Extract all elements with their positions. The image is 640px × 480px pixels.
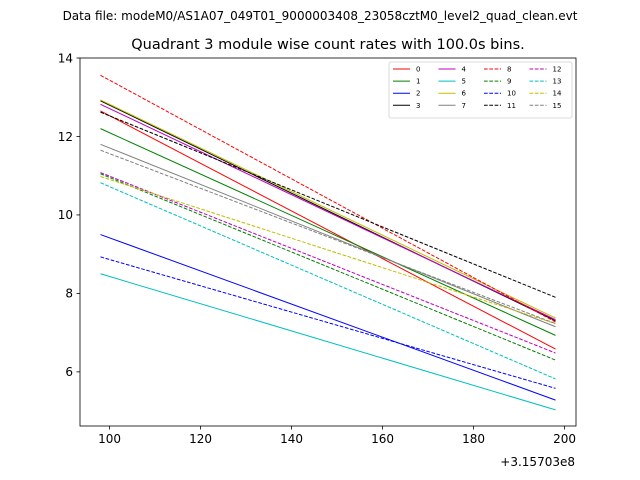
- legend-label-6: 6: [462, 90, 467, 98]
- y-tick-label: 14: [58, 51, 73, 65]
- y-tick-label: 12: [58, 130, 73, 144]
- legend-label-10: 10: [507, 90, 516, 98]
- x-tick-label: 160: [371, 432, 394, 446]
- series-line-5: [100, 273, 556, 411]
- x-tick-label: 200: [553, 432, 576, 446]
- series-line-0: [100, 110, 556, 350]
- series-layer: [100, 74, 556, 411]
- x-tick-label: 120: [189, 432, 212, 446]
- y-tick-label: 10: [58, 208, 73, 222]
- series-line-9: [100, 173, 556, 361]
- legend-label-7: 7: [462, 102, 466, 110]
- legend-label-3: 3: [416, 102, 420, 110]
- chart-title: Quadrant 3 module wise count rates with …: [131, 37, 525, 53]
- legend-label-13: 13: [553, 78, 562, 86]
- legend-label-8: 8: [507, 66, 511, 74]
- legend-label-0: 0: [416, 66, 420, 74]
- legend-label-12: 12: [553, 66, 562, 74]
- series-line-2: [100, 234, 556, 401]
- legend-label-14: 14: [553, 90, 562, 98]
- y-tick-label: 8: [65, 287, 73, 301]
- series-line-7: [100, 143, 556, 328]
- legend-label-15: 15: [553, 102, 562, 110]
- series-line-4: [100, 103, 556, 321]
- legend-box: [388, 61, 573, 119]
- series-line-8: [100, 74, 556, 323]
- series-line-6: [100, 99, 556, 319]
- x-tick-label: 180: [462, 432, 485, 446]
- x-axis: 100 120 140 160 180 200: [98, 426, 576, 446]
- legend-label-9: 9: [507, 78, 511, 86]
- series-line-14: [100, 176, 556, 325]
- legend-label-11: 11: [507, 102, 516, 110]
- series-line-11: [100, 111, 556, 298]
- series-line-1: [100, 128, 556, 336]
- axes-frame: [79, 57, 577, 427]
- legend-label-4: 4: [462, 66, 467, 74]
- x-tick-label: 140: [280, 432, 303, 446]
- legend-label-5: 5: [462, 78, 466, 86]
- suptitle: Data file: modeM0/AS1A07_049T01_90000034…: [63, 9, 578, 23]
- series-line-13: [100, 182, 556, 380]
- series-line-10: [100, 256, 556, 389]
- series-line-15: [100, 149, 556, 325]
- y-tick-label: 6: [65, 365, 73, 379]
- x-offset-label: +3.15703e8: [500, 455, 575, 469]
- legend-label-2: 2: [416, 90, 420, 98]
- legend-label-1: 1: [416, 78, 420, 86]
- y-axis: 6 8 10 12 14: [58, 51, 80, 379]
- x-tick-label: 100: [98, 432, 121, 446]
- series-line-12: [100, 172, 556, 354]
